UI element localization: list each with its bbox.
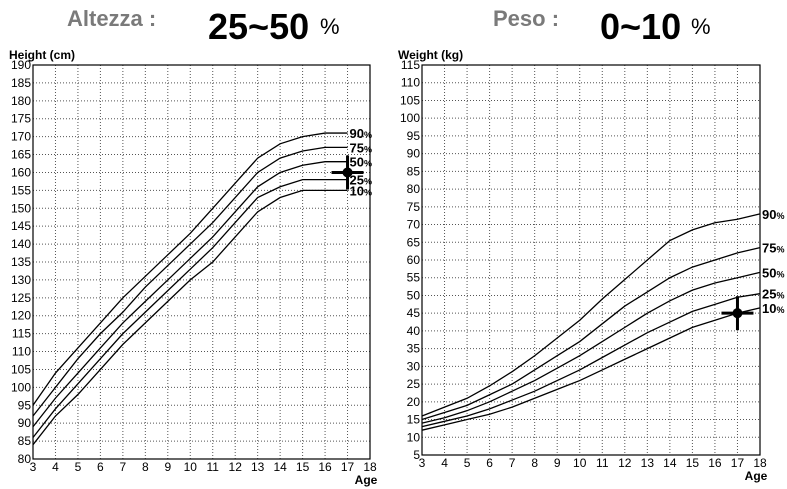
height-series-label: 25% xyxy=(350,173,372,188)
height-x-tick-label: 9 xyxy=(164,460,171,474)
height-marker-dot xyxy=(342,167,353,178)
height-y-tick-label: 160 xyxy=(11,165,31,179)
height-x-tick-label: 12 xyxy=(229,460,243,474)
height-x-tick-label: 14 xyxy=(273,460,287,474)
weight-percent-sign: % xyxy=(691,14,711,39)
height-y-tick-label: 170 xyxy=(11,130,31,144)
height-y-tick-label: 120 xyxy=(11,309,31,323)
height-series-line xyxy=(32,161,348,428)
height-y-tick-label: 145 xyxy=(11,219,31,233)
height-series-line xyxy=(32,178,348,438)
height-y-tick-label: 80 xyxy=(18,452,32,466)
height-x-axis-label: Age xyxy=(355,473,378,487)
height-y-tick-label: 180 xyxy=(11,94,31,108)
height-y-tick-label: 105 xyxy=(11,362,31,376)
height-y-tick-label: 185 xyxy=(11,76,31,90)
height-series-line xyxy=(32,146,348,417)
height-y-tick-label: 165 xyxy=(11,148,31,162)
height-x-tick-label: 6 xyxy=(97,460,104,474)
height-x-tick-label: 15 xyxy=(296,460,310,474)
height-y-tick-label: 130 xyxy=(11,273,31,287)
height-x-tick-label: 16 xyxy=(318,460,332,474)
height-series-line xyxy=(32,132,348,406)
weight-percentile-range: 0~10 xyxy=(600,6,682,47)
height-percent-sign: % xyxy=(320,14,340,39)
height-series-line xyxy=(32,189,348,446)
height-y-tick-label: 90 xyxy=(18,416,32,430)
height-x-tick-label: 7 xyxy=(120,460,127,474)
height-y-tick-label: 110 xyxy=(12,345,31,359)
height-x-tick-label: 5 xyxy=(75,460,82,474)
height-series-label: 10% xyxy=(350,183,372,198)
height-header: Altezza : 25~50 % xyxy=(0,0,393,47)
height-series-label: 75% xyxy=(350,140,372,155)
height-y-tick-label: 140 xyxy=(11,237,31,251)
height-y-tick-label: 190 xyxy=(11,58,31,72)
height-y-axis-label: Height (cm) xyxy=(9,48,75,62)
height-percentile-range: 25~50 xyxy=(208,6,310,47)
height-header-label: Altezza : xyxy=(67,6,157,31)
height-x-tick-label: 4 xyxy=(52,460,59,474)
height-y-tick-label: 175 xyxy=(11,112,31,126)
height-x-tick-label: 11 xyxy=(206,460,219,474)
height-x-tick-label: 10 xyxy=(184,460,198,474)
height-y-tick-label: 115 xyxy=(12,327,31,341)
height-y-tick-label: 85 xyxy=(18,434,32,448)
height-y-tick-label: 100 xyxy=(11,380,31,394)
height-plot-frame xyxy=(32,64,371,460)
height-y-tick-label: 95 xyxy=(18,398,32,412)
height-series-label: 90% xyxy=(350,126,372,141)
height-y-tick-label: 150 xyxy=(11,201,31,215)
height-x-tick-label: 18 xyxy=(363,460,377,474)
height-x-tick-label: 3 xyxy=(30,460,37,474)
height-x-tick-label: 8 xyxy=(142,460,149,474)
height-y-tick-label: 125 xyxy=(11,291,31,305)
height-y-tick-label: 155 xyxy=(11,183,31,197)
height-x-tick-label: 17 xyxy=(341,460,355,474)
height-series-label: 50% xyxy=(350,155,372,170)
height-y-tick-label: 135 xyxy=(11,255,31,269)
weight-header: Peso : 0~10 % xyxy=(393,0,787,47)
weight-header-label: Peso : xyxy=(493,6,560,31)
height-x-tick-label: 13 xyxy=(251,460,265,474)
